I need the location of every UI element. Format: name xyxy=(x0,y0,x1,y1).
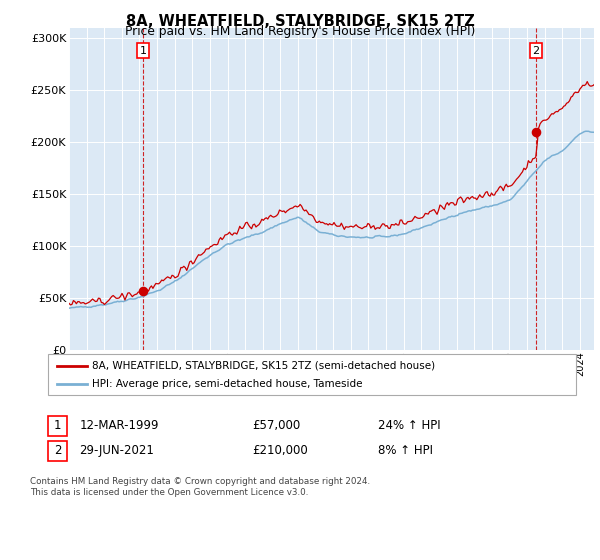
Text: 1: 1 xyxy=(139,45,146,55)
Text: 29-JUN-2021: 29-JUN-2021 xyxy=(79,444,154,458)
Text: £210,000: £210,000 xyxy=(252,444,308,458)
Text: 2: 2 xyxy=(54,444,61,458)
Text: 8A, WHEATFIELD, STALYBRIDGE, SK15 2TZ: 8A, WHEATFIELD, STALYBRIDGE, SK15 2TZ xyxy=(125,14,475,29)
Text: 8% ↑ HPI: 8% ↑ HPI xyxy=(378,444,433,458)
Text: £57,000: £57,000 xyxy=(252,419,300,432)
Point xyxy=(138,286,148,295)
Text: 24% ↑ HPI: 24% ↑ HPI xyxy=(378,419,440,432)
Text: 8A, WHEATFIELD, STALYBRIDGE, SK15 2TZ (semi-detached house): 8A, WHEATFIELD, STALYBRIDGE, SK15 2TZ (s… xyxy=(92,361,435,371)
Text: 2: 2 xyxy=(532,45,539,55)
Point xyxy=(531,127,541,136)
Text: 12-MAR-1999: 12-MAR-1999 xyxy=(79,419,158,432)
Text: 1: 1 xyxy=(54,419,61,432)
Text: HPI: Average price, semi-detached house, Tameside: HPI: Average price, semi-detached house,… xyxy=(92,379,362,389)
Text: Contains HM Land Registry data © Crown copyright and database right 2024.
This d: Contains HM Land Registry data © Crown c… xyxy=(30,477,370,497)
Text: Price paid vs. HM Land Registry's House Price Index (HPI): Price paid vs. HM Land Registry's House … xyxy=(125,25,475,38)
